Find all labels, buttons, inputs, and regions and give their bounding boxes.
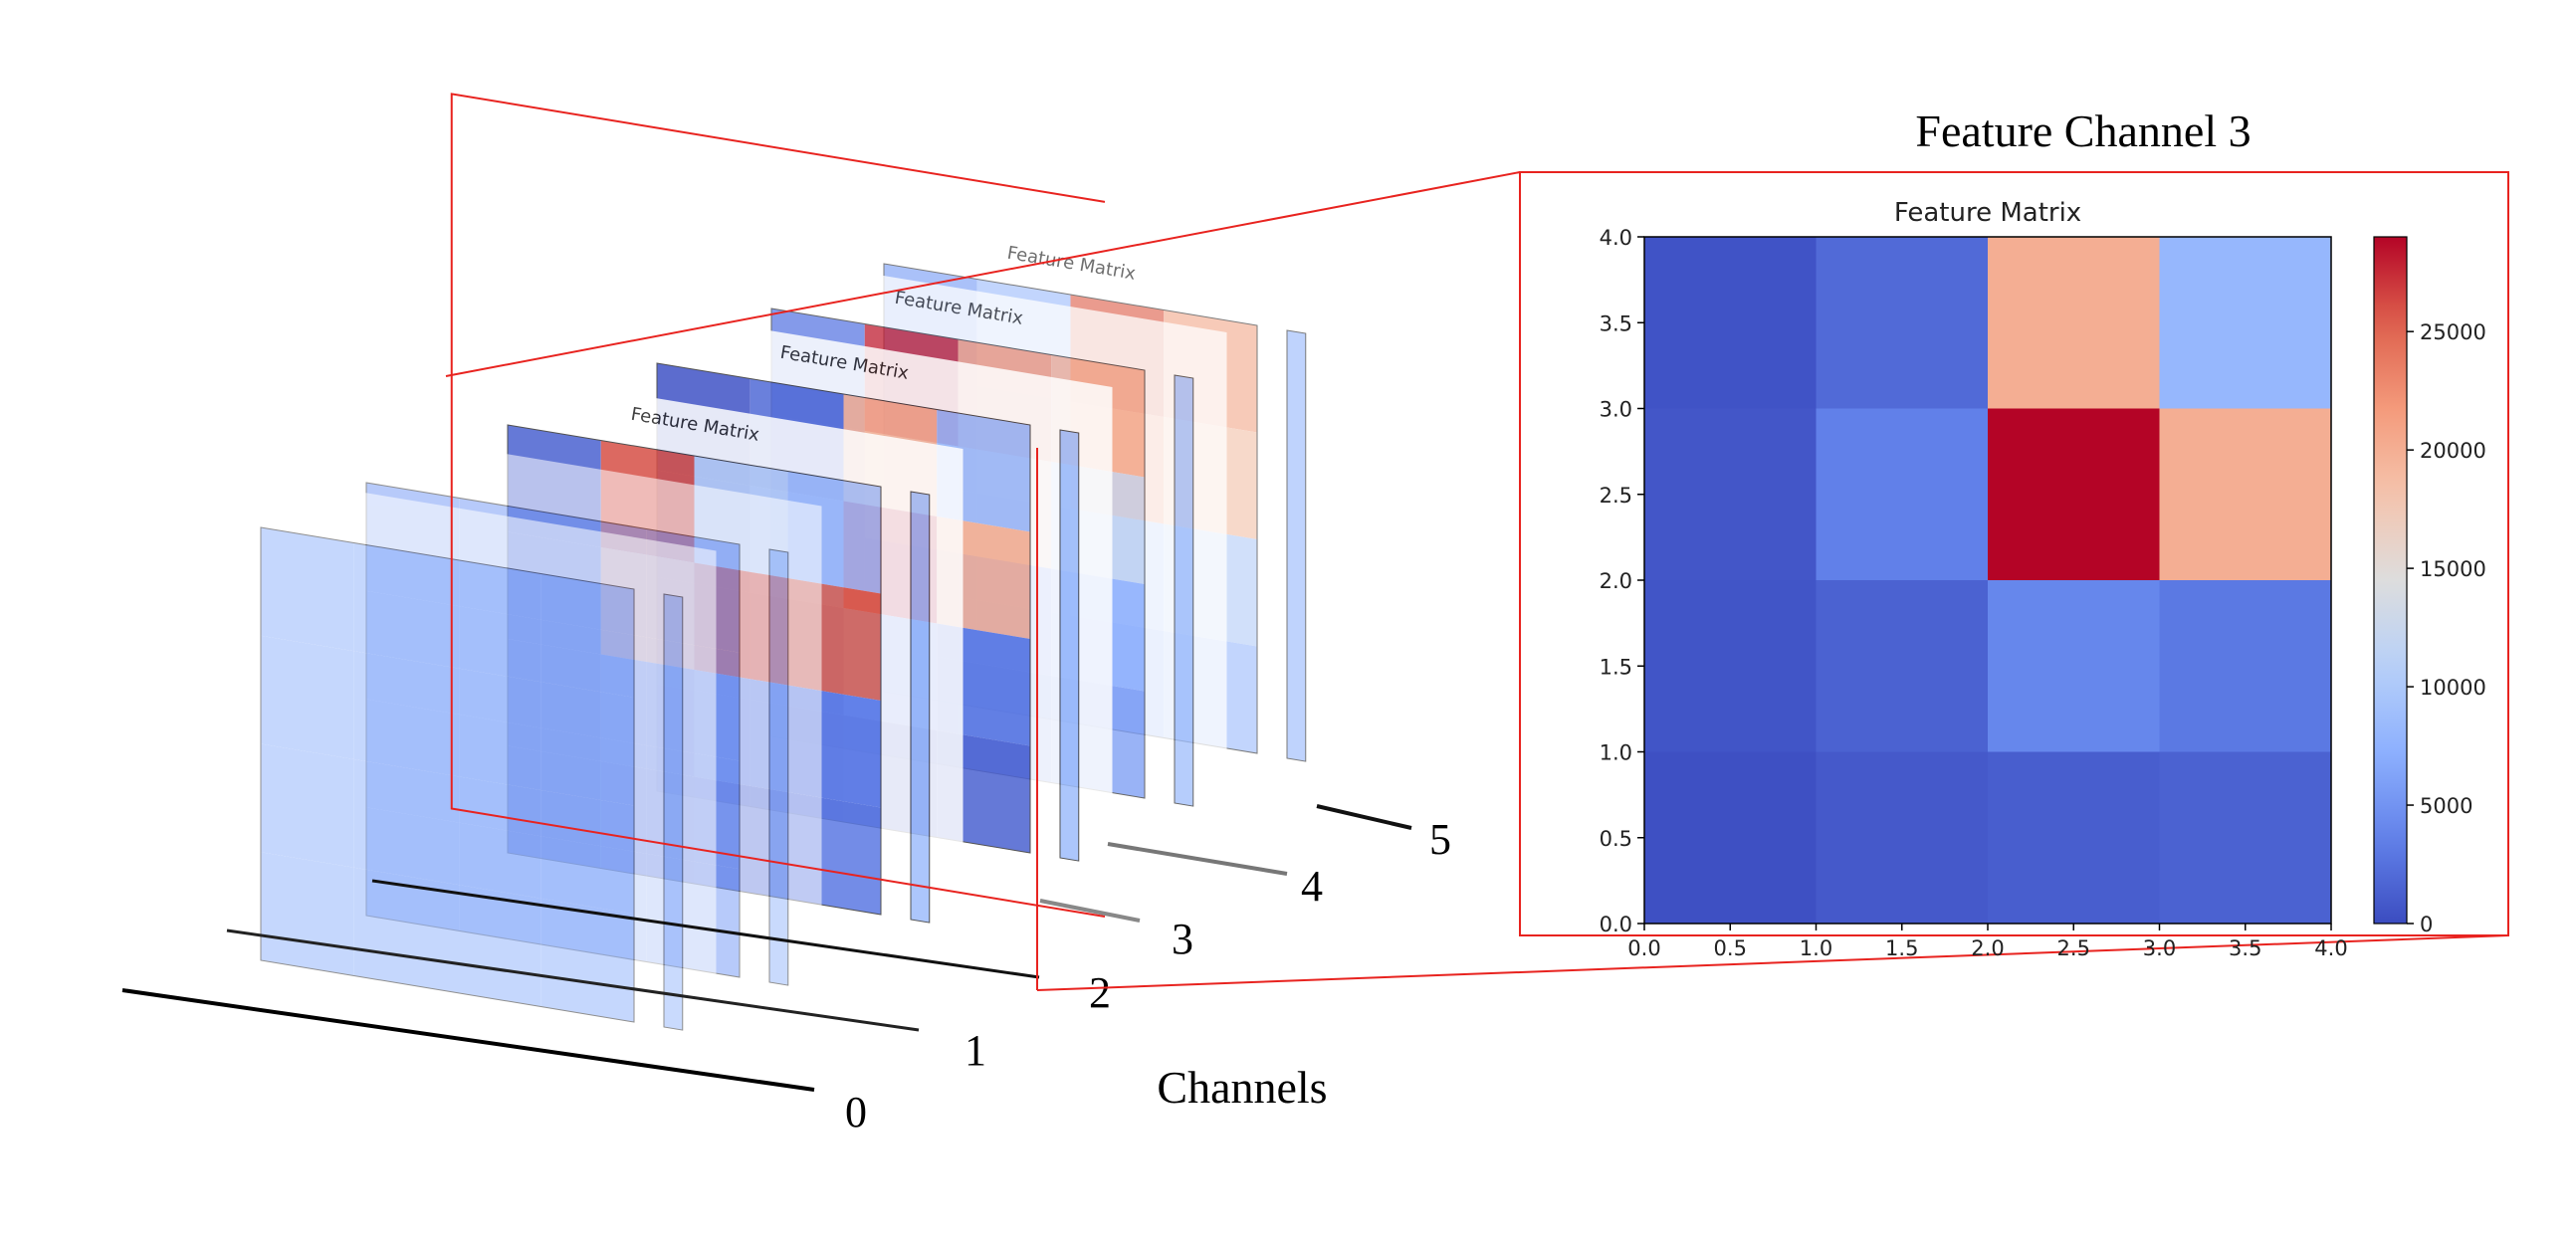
layer-cell (540, 573, 634, 698)
layer-colorbar (768, 548, 789, 986)
layer-cell (447, 558, 541, 683)
x-tick-label: 2.5 (2057, 936, 2090, 960)
heatmap-cell (1816, 580, 1989, 752)
heatmap-cell (1988, 408, 2160, 581)
zoom-panel-frame (1519, 171, 2509, 936)
heatmap-cell (1644, 408, 1817, 581)
y-tick-label: 0.0 (1600, 913, 1632, 936)
zoom-connector-lines (445, 171, 2509, 991)
channel-baseline-0 (121, 988, 815, 1092)
layer-cell (447, 666, 541, 790)
x-tick-label: 4.0 (2314, 936, 2347, 960)
layer-cell (353, 542, 448, 667)
heatmap-title: Feature Matrix (1894, 198, 2081, 228)
layer-colorbar (910, 491, 931, 924)
layer-cell (353, 759, 448, 884)
colorbar-tick-label: 15000 (2420, 557, 2486, 581)
zoom-heatmap-panel: Feature Matrix 0.0 0.5 1.0 1.5 2.0 2.5 3.0 3.5 4.… (1519, 171, 2509, 960)
layer-cell (261, 743, 354, 868)
channel-baseline-3 (1039, 899, 1141, 923)
colorbar-tick-label: 0 (2420, 913, 2433, 936)
channel-baseline-5 (1316, 804, 1412, 830)
x-tick-label: 1.5 (1885, 936, 1918, 960)
channel-baseline-2 (371, 879, 1040, 979)
layer-cell (261, 852, 354, 976)
x-tick-label: 3.5 (2229, 936, 2261, 960)
channel-layer-0 (193, 464, 717, 1088)
layer-cell (540, 790, 634, 915)
channel-baselines: 0 1 2 3 4 5 (121, 804, 1451, 1136)
channel-label-0: 0 (845, 1088, 867, 1136)
heatmap-cell (1816, 408, 1989, 581)
y-tick-label: 3.5 (1600, 311, 1632, 335)
layer-colorbar (1286, 329, 1307, 762)
y-tick-label: 1.5 (1600, 655, 1632, 679)
y-tick-label: 4.0 (1600, 226, 1632, 250)
layer-cell (261, 635, 354, 759)
channel-label-2: 2 (1089, 968, 1111, 1017)
colorbar (2373, 236, 2408, 925)
channel-baseline-1 (226, 928, 920, 1032)
heatmap-cell (1644, 751, 1817, 925)
zoom-connector-bottom (1036, 934, 2509, 991)
heatmap-cell (2159, 408, 2332, 581)
heatmap-cell (1988, 237, 2160, 409)
layer-colorbar (1059, 429, 1080, 862)
heatmap-cell (1988, 580, 2160, 752)
heatmap-cell (1644, 580, 1817, 752)
y-tick-label: 3.0 (1600, 398, 1632, 422)
colorbar-tick-label: 25000 (2420, 320, 2486, 344)
layer-cell (261, 527, 354, 652)
channel-label-4: 4 (1301, 862, 1323, 911)
y-tick-label: 2.5 (1600, 484, 1632, 508)
heatmap-cell (1816, 237, 1989, 409)
colorbar-tick-label: 5000 (2420, 794, 2472, 818)
x-tick-label: 2.0 (1971, 936, 2004, 960)
layer-cell (540, 682, 634, 806)
layer-colorbar (663, 593, 684, 1031)
colorbar-tick-label: 20000 (2420, 439, 2486, 463)
x-tick-label: 0.5 (1714, 936, 1747, 960)
zoom-panel-title: Feature Channel 3 (1915, 105, 2251, 156)
channel-label-1: 1 (965, 1026, 986, 1075)
layer-colorbar (1174, 374, 1194, 807)
x-tick-label: 0.0 (1627, 936, 1660, 960)
heatmap-cell (2159, 580, 2332, 752)
x-tick-label: 3.0 (2143, 936, 2176, 960)
layer-frame (260, 526, 635, 1023)
layer-cell (447, 774, 541, 899)
heatmap-cell (1644, 237, 1817, 409)
channel-baseline-4 (1107, 842, 1288, 876)
colorbar-tick-label: 10000 (2420, 676, 2486, 700)
layer-cell (447, 883, 541, 1007)
channel-label-5: 5 (1429, 815, 1451, 864)
heatmap-cell (2159, 237, 2332, 409)
y-tick-label: 0.5 (1600, 827, 1632, 851)
heatmap-cell (1816, 751, 1989, 925)
channel-3-highlight (450, 93, 1106, 918)
heatmap-cell (2159, 751, 2332, 925)
heatmap-cell (1988, 751, 2160, 925)
y-tick-label: 1.0 (1600, 741, 1632, 765)
zoom-connector-top (445, 171, 1521, 377)
layer-cell (540, 898, 634, 1022)
channels-axis-label: Channels (1157, 1062, 1327, 1113)
channel-label-3: 3 (1172, 915, 1193, 963)
x-tick-label: 1.0 (1800, 936, 1832, 960)
layer-cell (353, 651, 448, 775)
y-tick-label: 2.0 (1600, 569, 1632, 593)
